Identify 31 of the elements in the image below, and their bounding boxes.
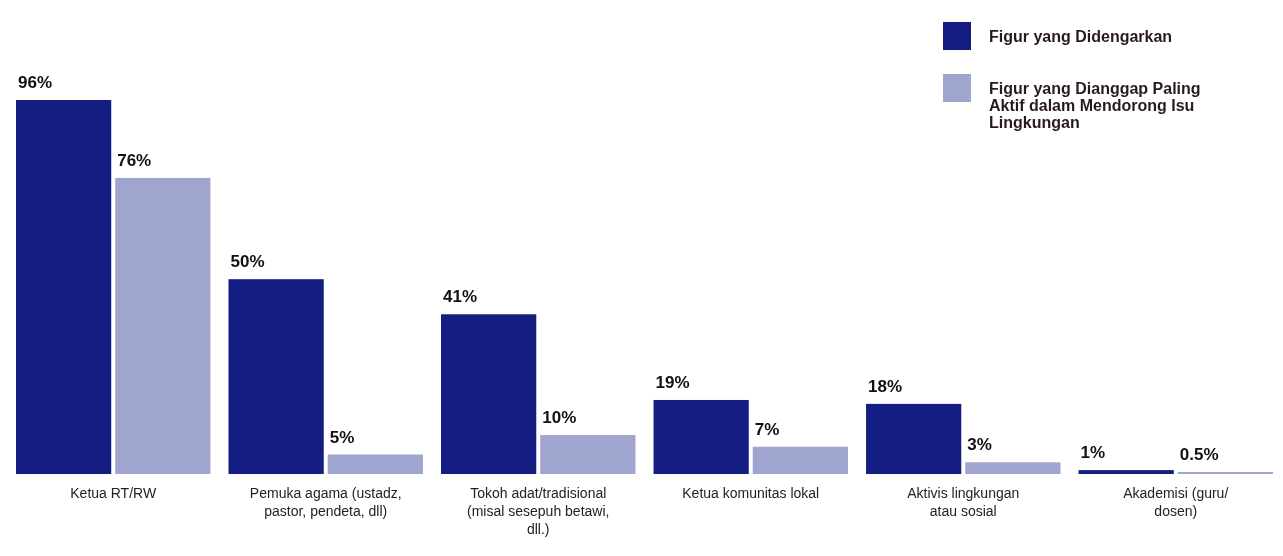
data-label: 76%	[117, 150, 152, 170]
x-tick-label: Akademisi (guru/ dosen)	[1123, 485, 1229, 519]
bar	[228, 279, 324, 474]
data-label: 41%	[443, 287, 478, 307]
legend-label: Figur yang Didengarkan	[989, 28, 1173, 45]
data-label: 10%	[542, 408, 577, 428]
data-label: 3%	[967, 435, 992, 455]
bar	[327, 454, 423, 474]
bar	[752, 446, 848, 474]
bar	[441, 314, 537, 474]
data-label: 19%	[655, 372, 690, 392]
data-label: 96%	[18, 73, 53, 92]
bar	[965, 462, 1061, 474]
bar	[115, 177, 211, 474]
bar	[16, 100, 112, 474]
x-tick-label: Pemuka agama (ustadz, pastor, pendeta, dll)	[249, 485, 402, 519]
data-label: 5%	[329, 427, 355, 447]
x-tick-label: Ketua komunitas lokal	[682, 485, 820, 501]
x-tick-label: Tokoh adat/tradisional (misal sesepuh betawi, dll.)	[467, 485, 610, 537]
data-label: 18%	[868, 376, 903, 396]
bar	[866, 403, 962, 474]
data-label: 50%	[230, 252, 265, 272]
bar	[1078, 470, 1174, 474]
bar	[653, 399, 749, 474]
data-label: 0.5%	[1179, 445, 1219, 465]
x-tick-label: Aktivis lingkungan atau sosial	[907, 485, 1020, 519]
bar	[540, 435, 636, 474]
x-tick-label: Ketua RT/RW	[70, 485, 157, 501]
data-label: 7%	[754, 419, 780, 439]
data-label: 1%	[1080, 443, 1106, 463]
legend-label: Figur yang Dianggap Paling Aktif dalam Mendorong Isu Lingkungan	[989, 80, 1201, 131]
